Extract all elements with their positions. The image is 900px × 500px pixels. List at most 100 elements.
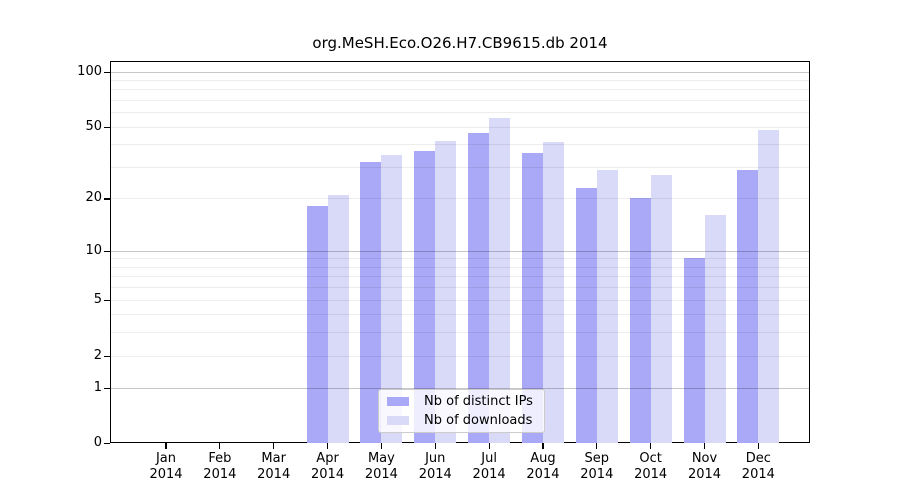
bar-nb-of-downloads-aug [542, 142, 564, 443]
gridline-minor [110, 314, 810, 316]
x-tick-month: Jun [425, 451, 446, 466]
legend-item-distinct-ips: Nb of distinct IPs [379, 394, 544, 410]
y-tick-label: 2 [93, 347, 102, 363]
bar-nb-of-downloads-dec [758, 129, 780, 443]
bar-nb-of-distinct-ips-aug [521, 152, 543, 443]
x-tick-year: 2014 [257, 467, 291, 482]
x-tick-label: Oct 2014 [619, 451, 683, 483]
legend-swatch-distinct-ips [387, 397, 409, 406]
y-tick-label: 0 [93, 435, 102, 450]
x-tick-year: 2014 [741, 467, 775, 482]
gridline-minor [110, 332, 810, 334]
bar-nb-of-downloads-oct [650, 175, 672, 443]
gridline-major [110, 250, 810, 252]
x-tick-label: Jul 2014 [457, 451, 521, 483]
x-tick-mark [650, 443, 652, 449]
gridline-minor [110, 276, 810, 278]
legend: Nb of distinct IPs Nb of downloads [378, 389, 545, 433]
x-tick-mark [273, 443, 275, 449]
gridline-minor [110, 112, 810, 114]
legend-swatch-downloads [387, 416, 409, 425]
gridline-major [110, 388, 810, 390]
x-tick-label: Dec 2014 [726, 451, 790, 483]
x-tick-month: Aug [530, 451, 556, 466]
bar-nb-of-downloads-apr [327, 194, 349, 443]
x-tick-label: May 2014 [349, 451, 413, 483]
gridline-minor [110, 355, 810, 357]
y-tick-mark [104, 443, 110, 445]
gridline-minor [110, 299, 810, 301]
x-tick-label: Mar 2014 [242, 451, 306, 483]
y-tick-mark [104, 71, 110, 73]
bar-nb-of-downloads-nov [704, 215, 726, 443]
x-tick-mark [434, 443, 436, 449]
chart-title: org.MeSH.Eco.O26.H7.CB9615.db 2014 [312, 34, 608, 52]
bar-nb-of-downloads-jun [435, 140, 457, 443]
x-tick-month: Mar [261, 451, 286, 466]
x-tick-mark [380, 443, 382, 449]
x-tick-year: 2014 [418, 467, 452, 482]
bar-nb-of-distinct-ips-nov [683, 258, 705, 443]
x-tick-label: Jan 2014 [134, 451, 198, 483]
x-tick-mark [488, 443, 490, 449]
x-tick-month: Dec [745, 451, 771, 466]
gridline-minor [110, 126, 810, 128]
x-tick-mark [219, 443, 221, 449]
x-tick-mark [326, 443, 329, 449]
bar-nb-of-distinct-ips-jun [414, 150, 436, 443]
x-tick-year: 2014 [364, 467, 398, 482]
x-tick-month: Jan [155, 451, 177, 466]
y-tick-mark [104, 126, 110, 128]
x-tick-year: 2014 [203, 467, 237, 482]
bar-nb-of-distinct-ips-jul [468, 133, 490, 443]
x-tick-label: Jun 2014 [403, 451, 467, 483]
gridline-minor [110, 198, 810, 200]
y-tick-mark [104, 198, 110, 200]
x-tick-year: 2014 [526, 467, 560, 482]
x-tick-month: Nov [691, 451, 718, 466]
x-tick-year: 2014 [580, 467, 614, 482]
bar-nb-of-distinct-ips-sep [575, 187, 597, 443]
x-tick-year: 2014 [149, 467, 183, 482]
x-tick-label: Feb 2014 [188, 451, 252, 483]
x-tick-label: Aug 2014 [511, 451, 575, 483]
bar-nb-of-distinct-ips-may [360, 161, 382, 443]
bar-nb-of-distinct-ips-oct [629, 198, 651, 443]
x-tick-month: Feb [208, 451, 232, 466]
y-tick-label: 1 [93, 380, 102, 396]
gridline-minor [110, 100, 810, 102]
y-tick-mark [104, 355, 110, 357]
legend-label-downloads: Nb of downloads [424, 413, 533, 428]
x-tick-year: 2014 [311, 467, 345, 482]
gridline-minor [110, 266, 810, 268]
x-tick-month: Jul [481, 451, 497, 466]
x-tick-month: May [367, 451, 395, 466]
x-tick-mark [596, 443, 598, 449]
gridline-minor [110, 80, 810, 81]
bar-nb-of-distinct-ips-apr [306, 206, 328, 443]
y-tick-mark [104, 250, 110, 252]
x-tick-mark [165, 443, 167, 449]
x-tick-year: 2014 [472, 467, 506, 482]
gridline-minor [110, 287, 810, 289]
x-tick-mark [542, 443, 544, 449]
x-tick-year: 2014 [634, 467, 668, 482]
legend-label-distinct-ips: Nb of distinct IPs [424, 394, 533, 409]
bar-nb-of-distinct-ips-dec [737, 169, 759, 443]
bar-nb-of-downloads-jul [489, 117, 511, 443]
gridline-major [110, 71, 810, 73]
y-tick-label: 20 [85, 190, 102, 206]
x-tick-mark [703, 443, 706, 449]
legend-item-downloads: Nb of downloads [379, 413, 544, 429]
y-tick-mark [104, 388, 110, 390]
y-tick-mark [104, 299, 110, 301]
x-tick-mark [757, 443, 759, 449]
y-tick-label: 50 [85, 118, 102, 134]
gridline-minor [110, 166, 810, 168]
gridline-minor [110, 144, 810, 146]
y-tick-label: 100 [77, 63, 102, 79]
x-tick-month: Oct [639, 451, 662, 466]
y-tick-label: 10 [85, 242, 102, 258]
x-tick-year: 2014 [687, 467, 722, 482]
